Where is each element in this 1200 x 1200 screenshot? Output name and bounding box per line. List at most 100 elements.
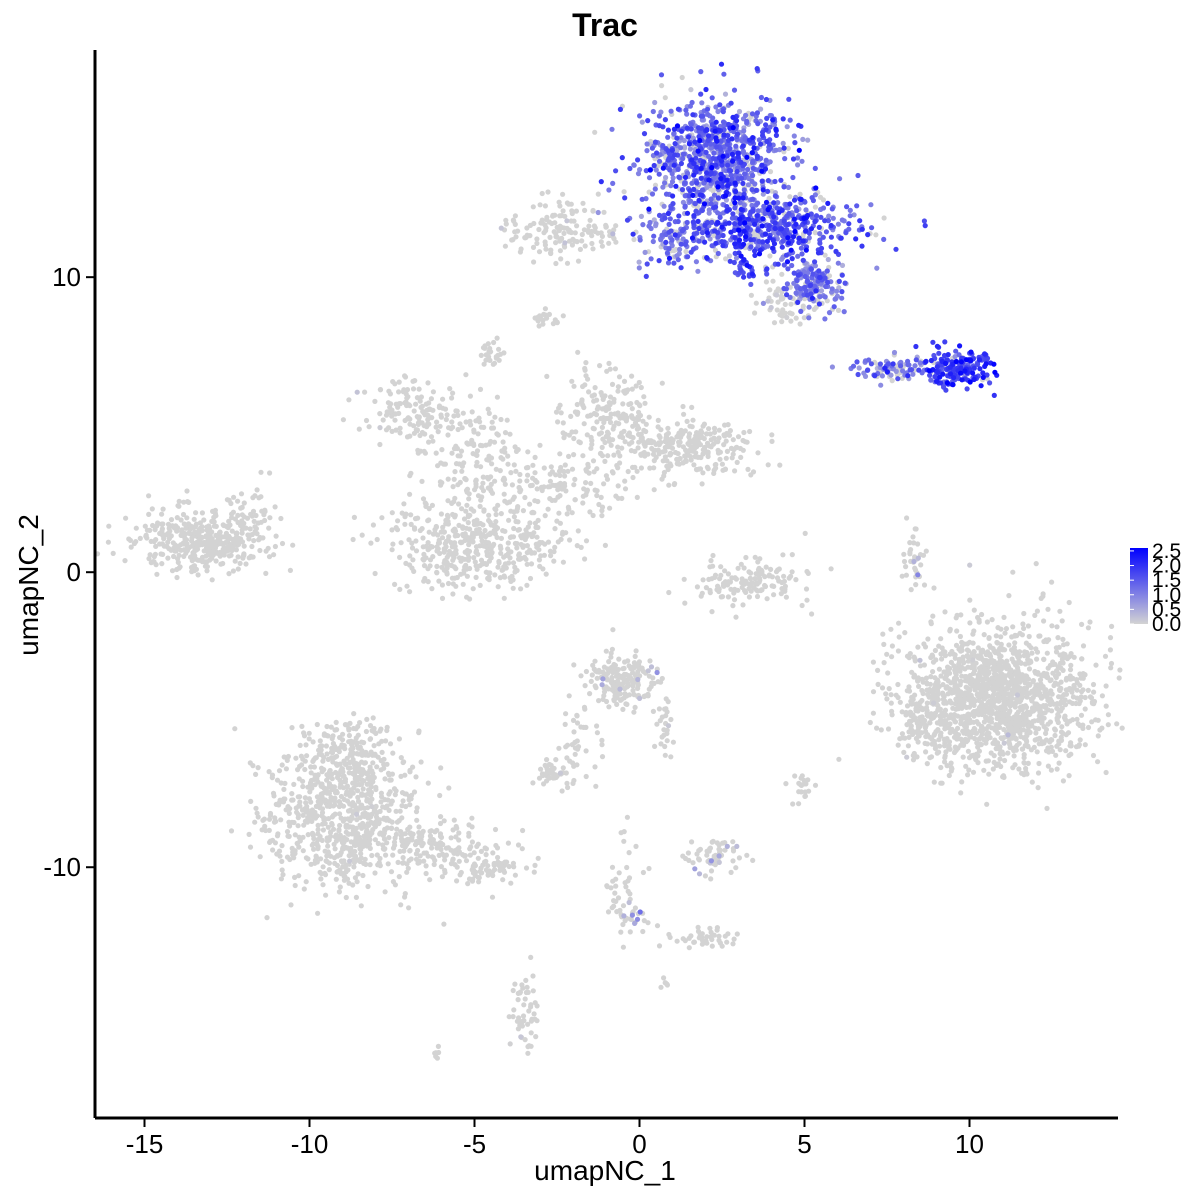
cell-point xyxy=(524,550,530,556)
cell-point xyxy=(615,678,621,684)
cell-point xyxy=(650,675,656,681)
cell-point xyxy=(1000,774,1006,780)
cell-point xyxy=(470,586,476,592)
cell-point xyxy=(540,566,546,572)
cell-point xyxy=(173,548,179,554)
cell-point xyxy=(568,218,574,224)
cell-point xyxy=(379,515,385,521)
cell-point xyxy=(217,549,223,556)
cell-point xyxy=(1018,716,1025,722)
cell-point xyxy=(531,259,537,265)
cell-point xyxy=(313,841,320,847)
cell-point xyxy=(390,845,397,851)
cell-point xyxy=(1021,755,1027,761)
cell-point xyxy=(912,565,918,571)
cell-point xyxy=(598,239,604,245)
cell-point xyxy=(651,487,657,493)
cell-point xyxy=(238,491,245,497)
cell-point xyxy=(279,867,285,873)
cell-point xyxy=(996,647,1002,654)
cell-point xyxy=(1034,608,1040,614)
cell-point xyxy=(238,505,244,511)
cell-point xyxy=(372,570,378,577)
cell-point xyxy=(602,458,608,464)
cell-point xyxy=(718,564,724,570)
cell-point xyxy=(961,713,967,720)
cell-point xyxy=(384,727,390,734)
cell-point xyxy=(563,530,569,536)
cell-point xyxy=(965,772,971,778)
cell-point xyxy=(579,399,585,405)
cell-point xyxy=(1032,612,1038,619)
cell-point xyxy=(599,444,605,450)
cell-point xyxy=(1085,625,1091,631)
cell-point xyxy=(442,547,448,554)
cell-point xyxy=(631,709,637,715)
cell-point xyxy=(460,581,466,587)
cell-point xyxy=(664,727,670,733)
cell-point xyxy=(611,697,617,703)
cell-point xyxy=(611,227,617,233)
cell-point xyxy=(911,750,917,757)
cell-point xyxy=(365,805,371,811)
cell-point xyxy=(363,417,370,424)
cell-point xyxy=(987,643,993,649)
cell-point xyxy=(201,548,207,554)
cell-point xyxy=(347,720,353,727)
cell-point xyxy=(425,540,431,546)
cell-point xyxy=(453,551,459,557)
cell-point xyxy=(407,802,413,808)
cell-point xyxy=(188,525,194,532)
cell-point xyxy=(662,454,669,460)
cell-point xyxy=(686,431,693,437)
cell-point xyxy=(919,697,925,704)
cell-point xyxy=(489,419,495,425)
cell-point xyxy=(288,902,294,908)
cell-point xyxy=(974,708,980,715)
cell-point xyxy=(647,465,653,471)
cell-point xyxy=(1117,667,1123,673)
cell-point xyxy=(346,853,352,859)
cell-point xyxy=(888,626,894,632)
cell-point xyxy=(650,708,657,715)
cell-point xyxy=(604,368,610,374)
cell-point xyxy=(603,648,609,654)
cell-point xyxy=(716,435,722,441)
cell-point xyxy=(151,554,157,560)
cell-point xyxy=(467,565,473,572)
cell-point xyxy=(230,537,236,543)
cell-point xyxy=(553,757,559,763)
cell-point xyxy=(613,673,620,679)
cell-point xyxy=(328,796,335,803)
cell-point xyxy=(911,674,917,680)
cell-point xyxy=(509,237,515,243)
cell-point xyxy=(355,842,361,848)
cell-point xyxy=(289,819,295,825)
cell-point xyxy=(622,659,628,665)
cell-point xyxy=(575,528,581,534)
cell-point xyxy=(873,232,879,238)
cell-point xyxy=(505,551,511,557)
cell-point xyxy=(450,581,456,587)
cell-point xyxy=(421,578,427,584)
cell-point xyxy=(910,534,916,540)
cell-point xyxy=(959,779,965,785)
cell-point xyxy=(516,556,522,562)
cell-point xyxy=(1099,693,1105,699)
cell-point xyxy=(599,424,606,430)
cell-point xyxy=(1019,706,1025,713)
cell-point xyxy=(245,532,251,538)
cell-point xyxy=(621,428,627,434)
cell-point xyxy=(710,552,716,559)
cell-point xyxy=(542,222,548,228)
cell-point xyxy=(1032,737,1038,743)
cell-point xyxy=(493,507,499,513)
cell-point xyxy=(429,415,435,421)
cell-point xyxy=(326,816,332,822)
cell-point xyxy=(488,551,495,557)
cell-point xyxy=(453,408,459,414)
cell-point xyxy=(515,228,521,234)
cell-point xyxy=(1040,703,1047,709)
cell-point xyxy=(755,450,761,456)
cell-point xyxy=(889,708,895,715)
